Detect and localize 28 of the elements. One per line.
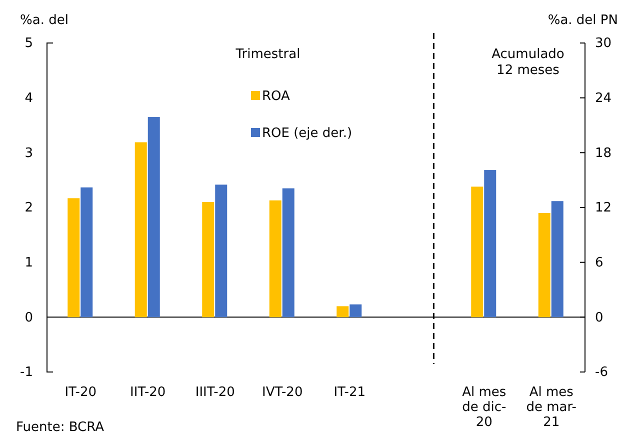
y2-tick-label: 12	[595, 200, 612, 216]
legend-label: ROA	[262, 89, 290, 104]
x-tick-label: Al mes de dic-20	[462, 385, 506, 430]
y2-tick-label: -6	[595, 365, 608, 380]
y-tick-label: 4	[24, 90, 33, 106]
y-axis-title: %a. del	[20, 13, 68, 28]
x-tick-label: IT-21	[334, 385, 366, 400]
y-tick-label: 0	[24, 310, 33, 326]
y-tick-label: 1	[24, 255, 33, 270]
x-tick-label: IIIT-20	[195, 385, 235, 400]
annotation: Acumulado 12 meses	[492, 47, 564, 78]
y2-tick-label: 24	[595, 90, 612, 106]
y2-tick-label: 6	[595, 255, 604, 270]
x-tick-label: IIT-20	[130, 385, 166, 400]
source-note: Fuente: BCRA	[16, 420, 104, 435]
y-tick-label: 5	[24, 36, 33, 52]
y-tick-label: -1	[20, 365, 33, 380]
x-tick-label: Al mes de mar-21	[526, 385, 577, 430]
y2-tick-label: 0	[595, 310, 604, 326]
y-tick-label: 3	[24, 146, 33, 161]
x-tick-label: IT-20	[64, 385, 97, 400]
y-tick-label: 2	[24, 200, 33, 216]
y2-tick-label: 18	[595, 146, 612, 161]
legend-label: ROE (eje der.)	[262, 126, 352, 141]
y2-axis-title: %a. del PN	[548, 13, 618, 28]
y2-tick-label: 30	[595, 36, 612, 52]
annotation: Trimestral	[234, 47, 300, 62]
x-tick-label: IVT-20	[262, 385, 303, 400]
